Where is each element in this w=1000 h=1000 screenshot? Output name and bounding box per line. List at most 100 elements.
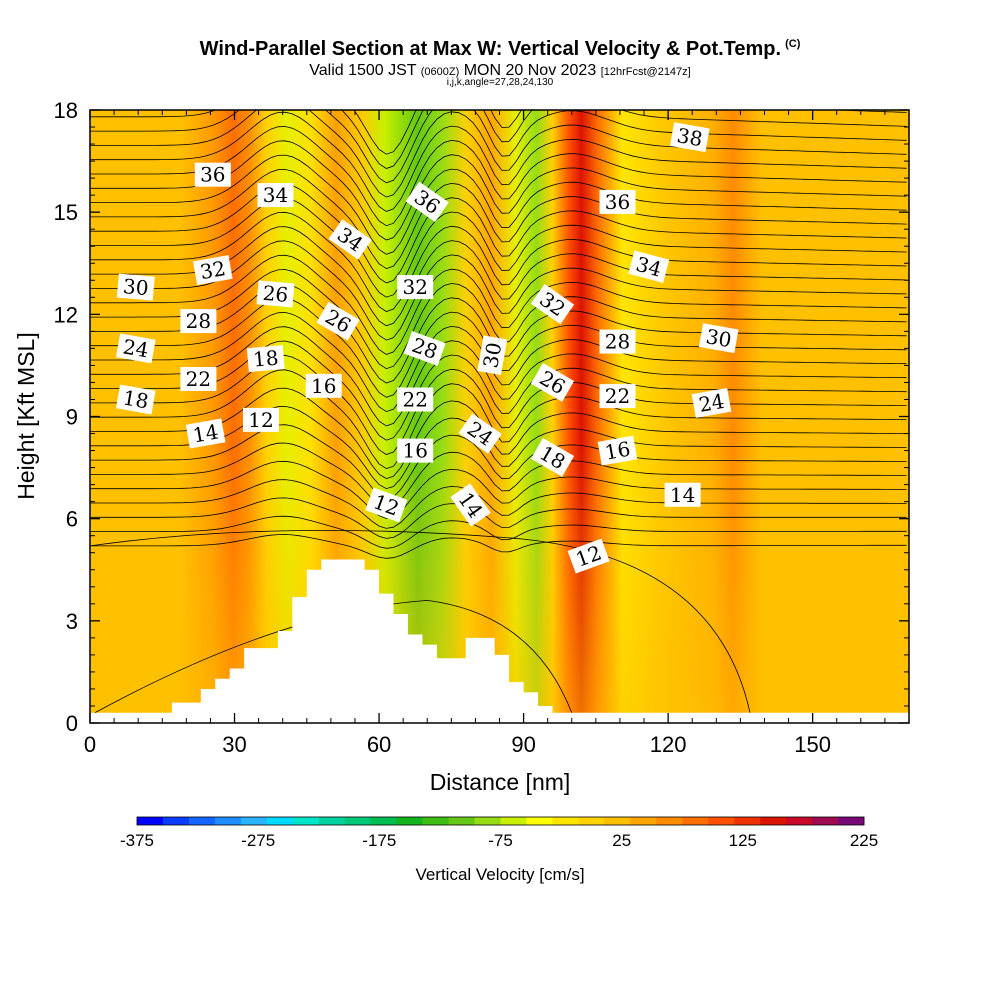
theta-contour-label-text: 38 [675, 123, 704, 151]
theta-contour-line [90, 326, 907, 427]
theta-contour-line [90, 529, 751, 713]
theta-contour-line [90, 442, 907, 509]
theta-contour-line [90, 211, 907, 312]
y-tick-label: 9 [66, 405, 78, 430]
theta-contour-line [353, 110, 907, 155]
theta-contour-label: 18 [115, 384, 156, 415]
theta-contour-label-text: 18 [121, 385, 150, 413]
theta-contour-label-text: 26 [262, 281, 289, 307]
colorbar-swatch [370, 817, 398, 825]
colorbar-frame [136, 816, 865, 826]
colorbar-swatch [552, 817, 579, 825]
theta-contour-line [90, 340, 907, 441]
colorbar-swatch [422, 817, 449, 825]
theta-contour-label: 24 [115, 333, 156, 364]
colorbar-swatch [214, 817, 242, 825]
theta-contour-label: 22 [397, 387, 434, 412]
colorbar-swatch [578, 817, 605, 825]
chart-subtitle: Valid 1500 JST (0600Z) MON 20 Nov 2023 [… [0, 62, 1000, 80]
theta-contour-line [90, 387, 907, 480]
theta-contour-label-text: 16 [311, 374, 336, 398]
theta-contour-line [90, 534, 907, 559]
theta-contour-label: 32 [397, 275, 434, 300]
theta-contour-label: 30 [477, 335, 508, 376]
theta-contour-label: 22 [599, 384, 636, 409]
colorbar-swatch [266, 817, 294, 825]
y-tick-label: 18 [54, 98, 78, 123]
theta-contour-label-text: 12 [248, 408, 273, 432]
forecast-info: [12hrFcst@2147z] [600, 66, 691, 78]
theta-contour-label: 28 [180, 309, 217, 334]
colorbar-swatch [344, 817, 372, 825]
x-tick-label: 120 [650, 732, 687, 757]
colorbar-label: Vertical Velocity [cm/s] [415, 865, 584, 884]
theta-contour-label: 18 [246, 345, 285, 373]
colorbar-swatch [137, 817, 164, 825]
y-tick-label: 0 [66, 711, 78, 736]
theta-contour-line [90, 405, 907, 490]
theta-contour-line [90, 110, 907, 184]
theta-contour-line [90, 183, 907, 284]
colorbar-swatch [760, 817, 787, 825]
theta-contour-line [90, 111, 907, 212]
theta-contour-line [90, 354, 907, 455]
x-tick-label: 0 [84, 732, 96, 757]
chart-title-text: Wind-Parallel Section at Max W: Vertical… [199, 38, 782, 60]
colorbar-swatch [630, 817, 657, 825]
theta-contour-label-text: 32 [198, 256, 227, 284]
theta-contour-label: 30 [698, 323, 739, 354]
theta-contour-label: 34 [257, 183, 294, 208]
theta-contour-label-text: 36 [605, 190, 630, 214]
theta-contour-line [90, 126, 907, 227]
colorbar-tick-label: -175 [362, 831, 396, 850]
theta-contour-line [90, 110, 907, 198]
theta-contour-label-text: 14 [670, 483, 695, 507]
theta-contour-line [90, 254, 907, 355]
theta-contour-label: 16 [305, 373, 342, 398]
colorbar-swatch [396, 817, 423, 825]
colorbar-tick-label: -375 [120, 831, 154, 850]
colorbar: -375 -275 -175 -75 25 125 225 [120, 816, 878, 850]
colorbar-swatch [708, 817, 735, 825]
theta-contour-label-text: 34 [263, 183, 288, 207]
theta-contour-label-text: 36 [200, 163, 225, 187]
valid-time: Valid 1500 JST [309, 62, 417, 79]
theta-contour-label: 36 [194, 162, 231, 187]
theta-contour-label: 22 [180, 367, 217, 391]
colorbar-swatch [188, 817, 216, 825]
theta-contour-label: 32 [192, 255, 233, 286]
x-tick-label: 60 [367, 732, 391, 757]
theta-contour-line [90, 154, 907, 255]
colorbar-tick-label: -275 [241, 831, 275, 850]
theta-contour-line [90, 110, 907, 169]
theta-contour-label: 26 [256, 280, 295, 308]
x-tick-label: 30 [222, 732, 246, 757]
theta-contour-label-text: 14 [191, 419, 220, 447]
theta-contour-label-text: 30 [704, 324, 733, 352]
velocity-fill [90, 110, 909, 723]
utc-time: (0600Z) [420, 66, 460, 78]
theta-contour-label: 26 [316, 301, 360, 341]
theta-contour-label: 28 [599, 329, 636, 354]
terrain-mask [90, 559, 909, 723]
theta-contour-line [94, 599, 573, 714]
colorbar-swatch [786, 817, 813, 825]
theta-contour-label-text: 24 [121, 334, 150, 362]
y-tick-label: 15 [54, 200, 78, 225]
x-tick-label: 150 [794, 732, 831, 757]
colorbar-swatch [812, 817, 839, 825]
theta-contour-label-text: 16 [603, 437, 632, 465]
colorbar-swatch [448, 817, 475, 825]
theta-contour-label: 16 [397, 438, 434, 463]
copyright-mark: (C) [785, 38, 801, 50]
chart-title: Wind-Parallel Section at Max W: Vertical… [0, 38, 1000, 61]
theta-contour-line [90, 460, 907, 519]
theta-contour-line [90, 479, 907, 529]
x-axis-label: Distance [nm] [430, 769, 571, 795]
theta-contour-line [90, 515, 907, 549]
theta-contour-label-text: 16 [402, 439, 427, 463]
theta-contour-label: 14 [185, 418, 226, 449]
theta-contour-label: 24 [691, 387, 732, 418]
